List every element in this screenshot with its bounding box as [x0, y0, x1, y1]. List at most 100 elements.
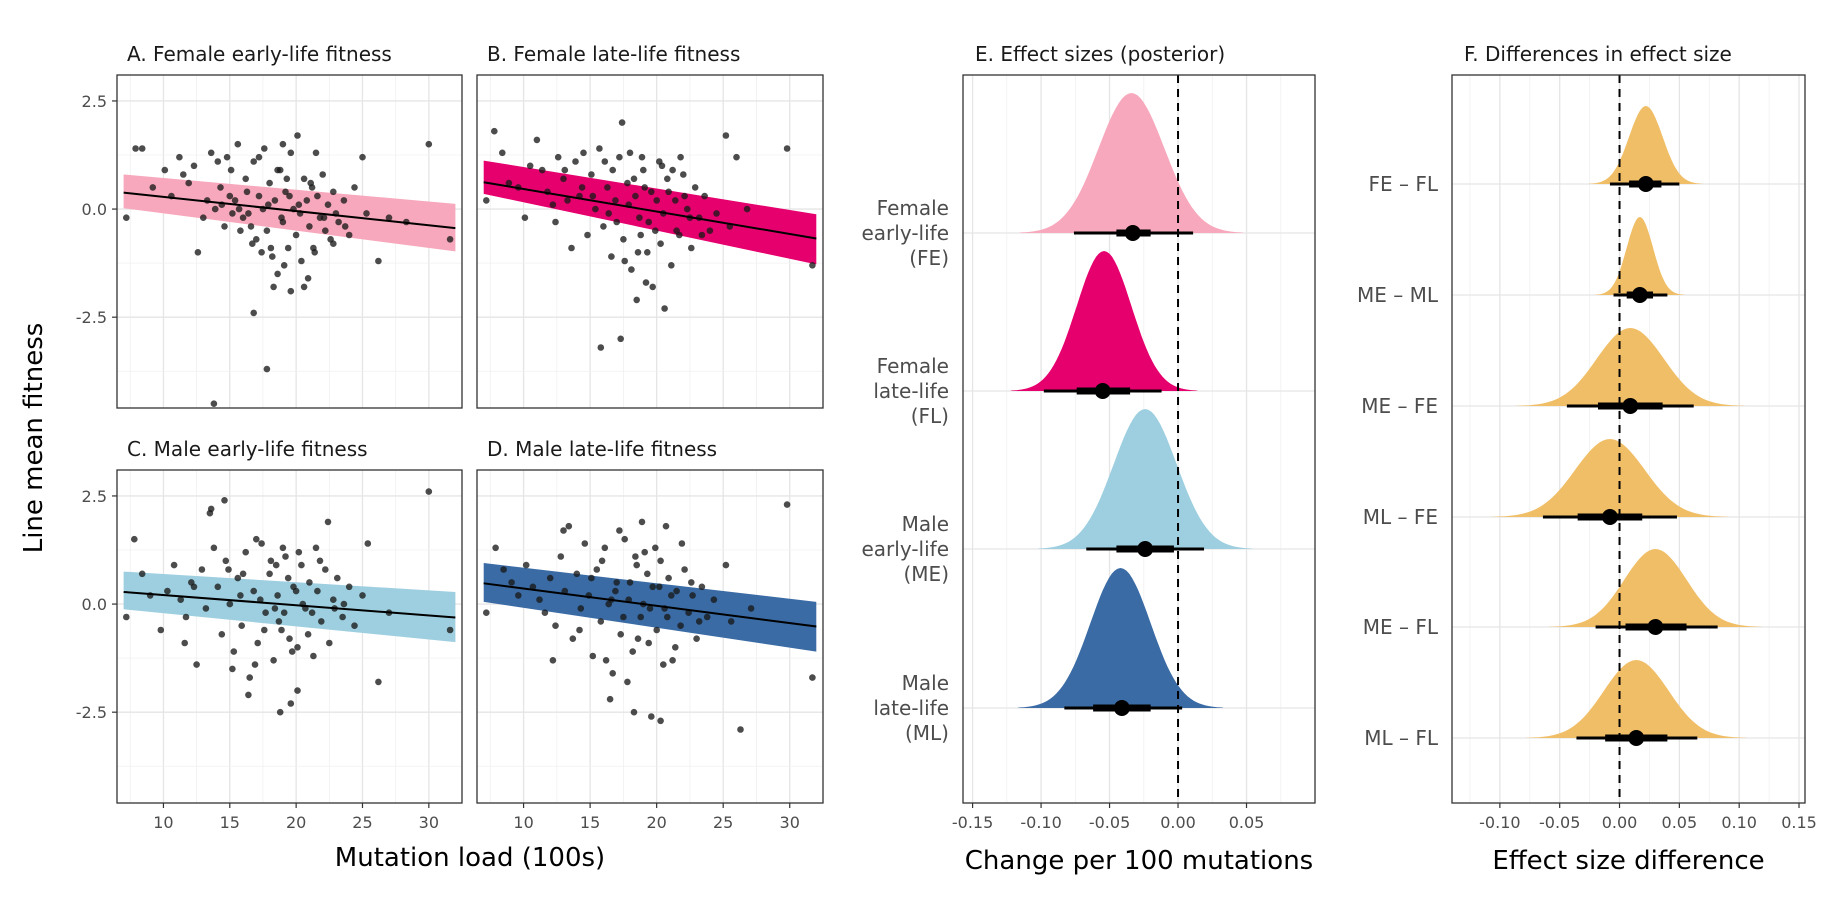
panel-d-data-point	[747, 605, 755, 612]
panel-d-data-point	[665, 574, 672, 582]
panel-f-x-tick-label: -0.10	[1479, 813, 1520, 832]
panel-c-data-point	[288, 648, 296, 655]
panel-a-ci-ribbon	[123, 174, 456, 252]
panel-b-data-point	[681, 192, 688, 200]
panel-e-category-label: Female early-life (FE)	[862, 196, 950, 270]
panel-b-data-point	[677, 153, 684, 161]
panel-b-data-point	[743, 205, 751, 213]
panel-c-data-point	[334, 574, 341, 582]
panel-a-y-tick-label: 2.5	[82, 92, 107, 111]
panel-a-title: A. Female early-life fitness	[127, 42, 392, 66]
panel-a-data-point	[330, 188, 337, 196]
panel-b-data-point	[621, 257, 628, 265]
panel-b-data-point	[592, 205, 599, 213]
panel-d-data-point	[549, 657, 557, 664]
panel-d-data-point	[629, 648, 636, 655]
panel-a-data-point	[287, 287, 295, 295]
panel-d-data-point	[560, 527, 567, 534]
panel-d-data-point	[677, 622, 684, 629]
panel-c-data-point	[157, 626, 165, 634]
panel-a-data-point	[255, 192, 263, 200]
panel-a-data-point	[123, 214, 130, 221]
panel-c-data-point	[250, 587, 257, 595]
panel-b-data-point	[613, 218, 620, 226]
panel-b-data-point	[588, 171, 595, 178]
panel-b-data-point	[642, 279, 650, 286]
panel-d-x-tick-label: 30	[780, 813, 800, 832]
panel-d-data-point	[632, 553, 639, 560]
text-layer: A. Female early-life fitness -2.5 0.0 2.5 B.…	[76, 42, 1817, 876]
panel-a-data-point	[341, 223, 349, 230]
panel-c-data-point	[270, 657, 277, 664]
panel-c-data-point	[266, 570, 273, 578]
panel-d-data-point	[522, 561, 530, 569]
panel-c-x-tick-label: 10	[153, 813, 173, 832]
panel-f-density-1	[1595, 217, 1685, 295]
panel-c-data-point	[245, 691, 252, 699]
panel-d-x-tick-label: 20	[646, 813, 666, 832]
panel-a-data-point	[255, 153, 263, 161]
panel-a-data-point	[161, 166, 169, 174]
panel-d-data-point	[722, 561, 730, 569]
panel-d-data-point	[673, 587, 680, 595]
panel-a-y-tick-label: -2.5	[76, 308, 107, 327]
panel-d-data-point	[552, 622, 559, 629]
panel-c-data-point	[292, 587, 300, 595]
panel-b-data-point	[665, 188, 672, 196]
panel-d-data-point	[588, 574, 595, 582]
panel-b-data-point	[618, 119, 626, 126]
panel-c-data-point	[351, 622, 358, 629]
panel-c-y-tick-label: 0.0	[82, 595, 107, 614]
panel-b-data-point	[491, 127, 498, 135]
panel-a-data-point	[274, 166, 281, 174]
panel-e-category-label-line: (FE)	[909, 246, 949, 270]
panel-d-data-point	[616, 527, 623, 534]
panel-b-data-point	[669, 166, 676, 174]
panel-a-data-point	[319, 171, 327, 178]
panel-d-data-point	[727, 618, 735, 625]
panel-a-data-point	[320, 214, 328, 221]
panel-c-data-point	[229, 665, 236, 673]
frames-layer	[112, 74, 1806, 808]
panel-b-data-point	[538, 166, 546, 174]
panel-b-ci-ribbon	[483, 160, 817, 265]
panel-c-data-point	[304, 631, 312, 638]
panel-d-data-point	[653, 626, 660, 634]
panel-b-data-point	[633, 296, 640, 304]
panel-d-data-point	[638, 518, 646, 526]
panel-d-data-point	[656, 583, 663, 591]
panel-a-data-point	[227, 166, 235, 174]
panel-c-data-point	[310, 652, 317, 660]
panel-d-data-point	[576, 626, 583, 634]
panel-a-data-point	[180, 171, 187, 178]
panel-f-x-axis-title: Effect size difference	[1492, 846, 1764, 876]
panel-e-category-label-line: Female	[877, 354, 949, 378]
panel-c-y-tick-label: 2.5	[82, 487, 107, 506]
panel-c-data-point	[279, 544, 287, 552]
panel-a-data-point	[258, 249, 265, 256]
panel-a-data-point	[363, 210, 370, 217]
panel-b-data-point	[722, 132, 730, 139]
panel-b-data-point	[596, 145, 603, 152]
panel-c-data-point	[238, 622, 245, 629]
panel-d-data-point	[660, 661, 667, 668]
panel-b-data-point	[554, 153, 562, 161]
panel-d-data-point	[648, 713, 655, 720]
panel-b-data-point	[589, 192, 597, 200]
panel-f-category-label: ML – FL	[1364, 726, 1439, 750]
left-x-axis-title: Mutation load (100s)	[335, 843, 605, 873]
panel-a-data-point	[250, 309, 257, 317]
panel-d-data-point	[633, 561, 640, 569]
panel-b-data-point	[648, 188, 655, 196]
panel-c-data-point	[425, 488, 433, 495]
panel-c-data-point	[282, 553, 289, 560]
panel-e-category-label: Male early-life (ME)	[862, 512, 950, 586]
panel-c-data-point	[286, 635, 293, 642]
panel-c-data-point	[284, 574, 292, 582]
panel-a-data-point	[307, 179, 315, 187]
panel-c-data-point	[280, 609, 288, 616]
panel-e-category-label-line: early-life	[862, 221, 950, 245]
panel-c-data-point	[345, 583, 353, 591]
panel-a-data-point	[210, 400, 218, 408]
panel-e-category-label-line: (ME)	[904, 562, 950, 586]
